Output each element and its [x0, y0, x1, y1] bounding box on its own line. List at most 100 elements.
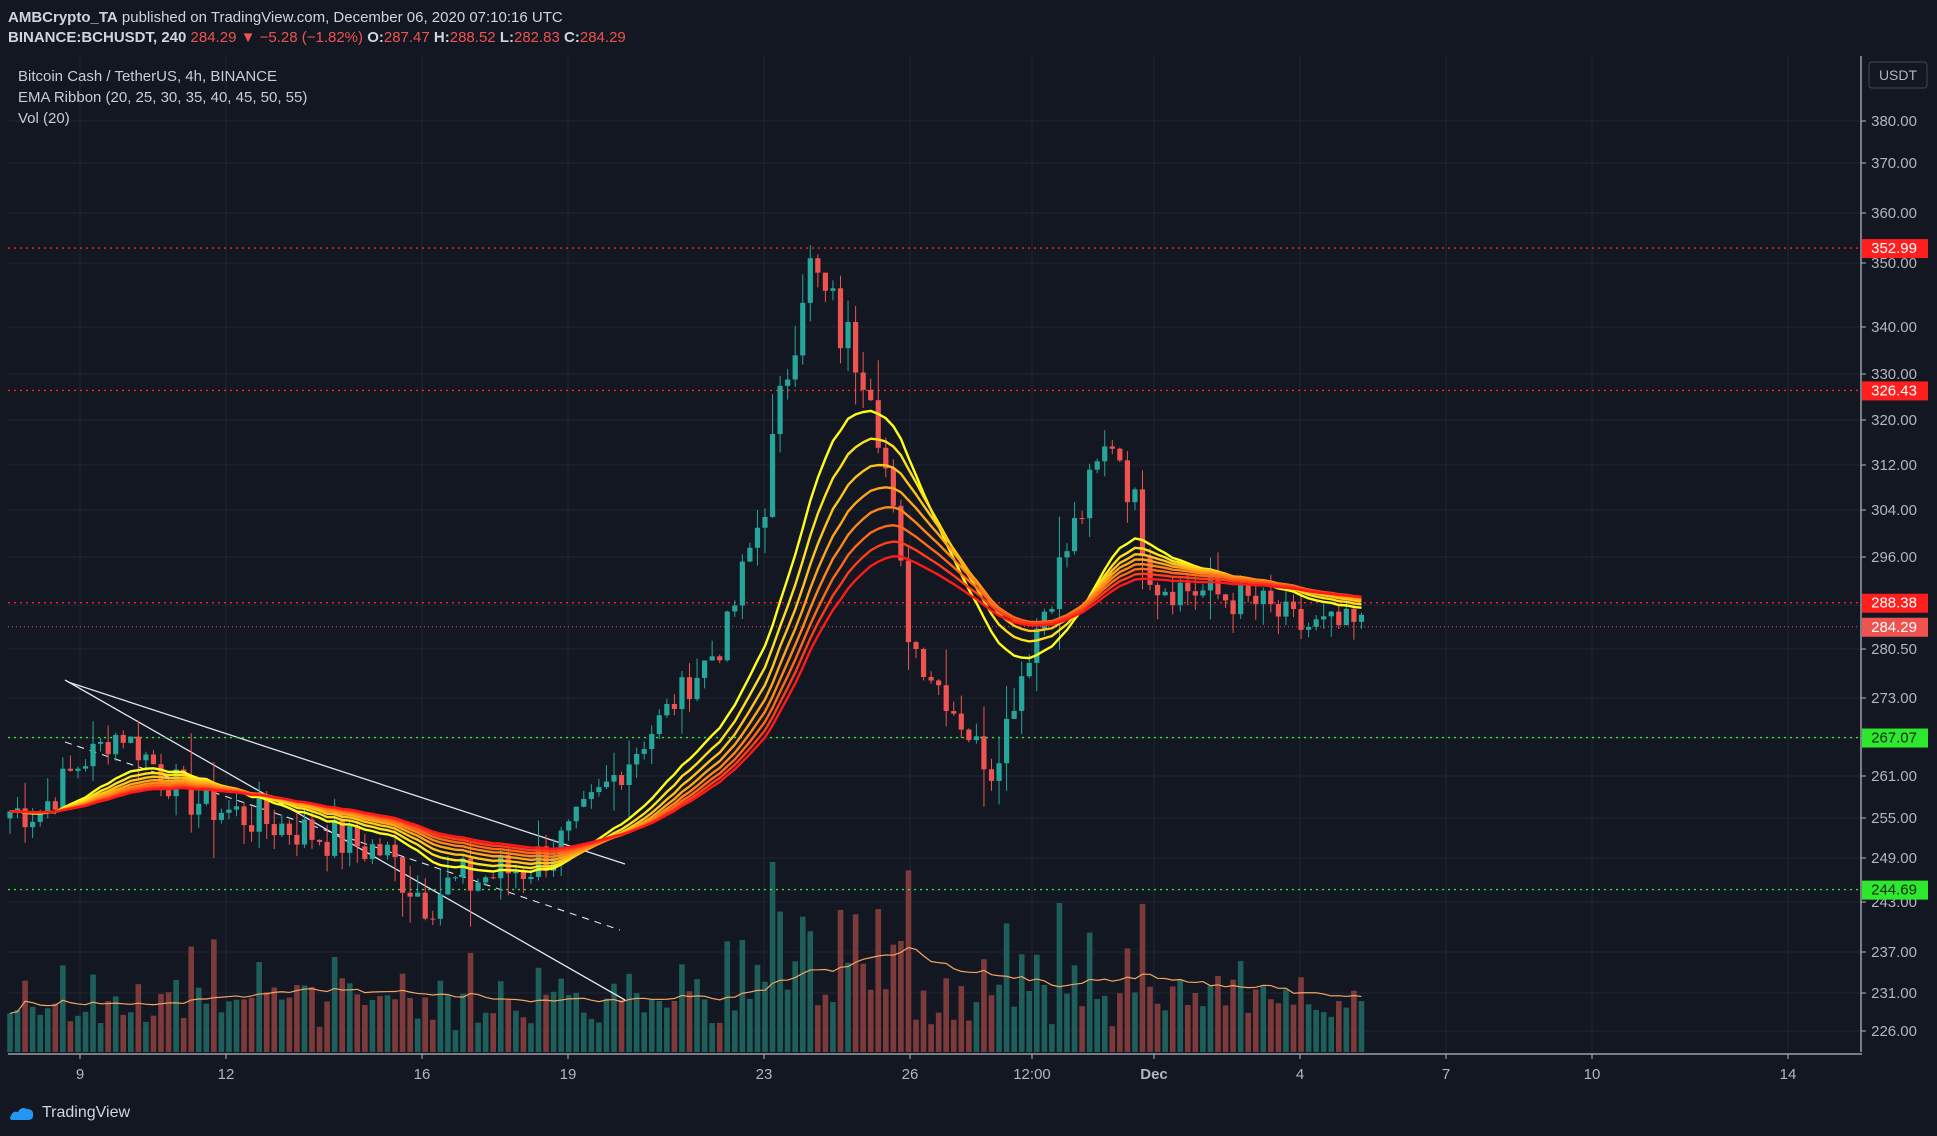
candle-body-148 [1124, 460, 1130, 503]
candle-body-171 [1298, 608, 1304, 630]
volume-bar-170 [1290, 1004, 1297, 1052]
candle-body-138 [1049, 609, 1055, 612]
currency-box [1868, 61, 1928, 89]
candle-body-176 [1336, 611, 1342, 626]
volume-bar-113 [860, 963, 866, 1052]
legend-vol[interactable]: Vol (20) [18, 110, 70, 127]
candle-body-71 [543, 846, 549, 871]
volume-bar-145 [1101, 995, 1108, 1052]
volume-bar-122 [928, 1024, 934, 1052]
candle-body-12 [98, 742, 104, 744]
volume-bar-133 [1011, 1006, 1017, 1052]
volume-bar-13 [105, 1001, 111, 1052]
volume-bar-73 [558, 978, 564, 1052]
volume-bar-66 [505, 999, 512, 1052]
volume-bar-4 [37, 1014, 43, 1052]
level-tag-4: 244.69 [1871, 882, 1917, 899]
grid-lines [8, 56, 1860, 1052]
candle-body-27 [211, 784, 217, 820]
candle-body-96 [732, 605, 738, 612]
volume-bar-115 [875, 909, 882, 1052]
candle-body-172 [1306, 626, 1312, 630]
volume-bar-25 [195, 987, 202, 1052]
volume-bar-84 [641, 1012, 647, 1052]
volume-bar-159 [1207, 985, 1214, 1052]
volume-bar-1 [14, 1009, 21, 1052]
legend-ema[interactable]: EMA Ribbon (20, 25, 30, 35, 40, 45, 50, … [18, 89, 308, 106]
volume-bar-23 [180, 1018, 187, 1052]
candle-body-58 [445, 877, 451, 895]
candle-body-60 [460, 858, 466, 878]
candle-body-8 [67, 768, 73, 771]
footer-brand: TradingView [8, 1100, 130, 1126]
publisher-name[interactable]: AMBCrypto_TA [8, 9, 118, 26]
volume-bar-101 [769, 862, 776, 1052]
volume-bar-120 [913, 1019, 919, 1052]
candle-body-63 [483, 877, 489, 883]
candle-body-32 [249, 825, 255, 832]
candle-body-15 [120, 734, 126, 743]
volume-bar-53 [407, 998, 413, 1052]
ema-line-55 [9, 555, 1362, 850]
volume-bar-140 [1064, 993, 1070, 1052]
volume-bar-22 [173, 979, 179, 1052]
volume-bar-11 [90, 974, 96, 1052]
volume-bar-60 [460, 993, 466, 1052]
candle-body-7 [60, 768, 66, 810]
level-tag-bg-0 [1862, 239, 1928, 259]
volume-bar-52 [399, 973, 406, 1052]
candle-body-111 [845, 321, 851, 349]
volume-bar-55 [422, 997, 429, 1052]
candle-body-150 [1139, 489, 1146, 557]
level-tag-2: 288.38 [1871, 595, 1917, 612]
volume-bar-43 [331, 956, 338, 1052]
volume-bar-100 [762, 981, 768, 1052]
candle-body-115 [875, 400, 881, 448]
level-tag-bg-3 [1862, 728, 1928, 748]
volume-bar-94 [716, 1022, 723, 1052]
candle-body-43 [332, 820, 338, 856]
low-value: 282.83 [513, 29, 560, 46]
volume-bar-27 [211, 939, 217, 1052]
candle-body-47 [362, 846, 368, 860]
candle-body-134 [1019, 676, 1025, 711]
candle-body-13 [105, 742, 111, 755]
volume-bar-36 [279, 999, 285, 1052]
volume-bar-71 [543, 994, 549, 1052]
candle-body-74 [566, 821, 572, 831]
candle-body-109 [830, 288, 836, 291]
horizontal-levels [8, 247, 1860, 891]
y-tick-17: 350.00 [1871, 255, 1917, 272]
volume-bar-74 [565, 995, 572, 1052]
candle-body-62 [475, 882, 481, 891]
tradingview-logo-icon [10, 1108, 34, 1120]
candles [7, 245, 1365, 927]
candle-body-102 [777, 385, 783, 435]
candle-body-68 [520, 871, 526, 879]
candle-body-164 [1245, 584, 1251, 596]
candle-body-86 [656, 715, 662, 734]
volume-bar-134 [1018, 954, 1025, 1052]
candle-body-175 [1328, 611, 1334, 617]
price-change: ▼ −5.28 (−1.82%) [240, 29, 364, 46]
candle-body-155 [1177, 582, 1183, 606]
volume-bar-114 [867, 989, 874, 1052]
y-tick-13: 312.00 [1871, 457, 1917, 474]
candle-body-131 [996, 763, 1002, 781]
candle-body-73 [558, 830, 564, 859]
volume-bar-139 [1056, 903, 1063, 1052]
volume-bar-90 [686, 991, 693, 1052]
volume-bar-149 [1132, 992, 1138, 1052]
volume-bar-0 [7, 1013, 13, 1052]
candle-body-166 [1260, 590, 1266, 605]
candle-body-59 [452, 877, 459, 879]
volume-bar-171 [1298, 977, 1304, 1052]
volume-bar-142 [1079, 1006, 1085, 1052]
y-tick-1: 231.00 [1871, 985, 1917, 1002]
price-axis-bg [1861, 0, 1937, 1136]
volume-bar-17 [135, 984, 142, 1052]
candle-body-51 [392, 844, 398, 858]
candle-body-110 [837, 288, 844, 349]
volume-bar-144 [1094, 999, 1100, 1052]
